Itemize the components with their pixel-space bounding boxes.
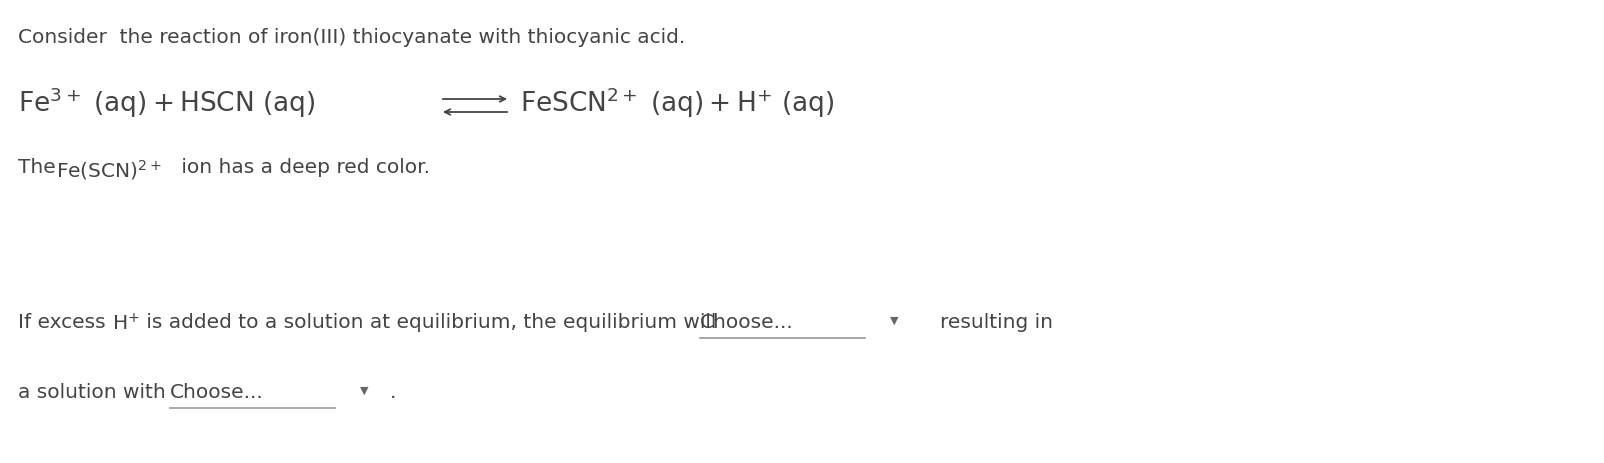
Text: resulting in: resulting in: [940, 313, 1052, 332]
Text: Choose...: Choose...: [699, 313, 794, 332]
Text: a solution with: a solution with: [18, 382, 165, 401]
Text: $\mathregular{Fe(SCN)}^{2+}$: $\mathregular{Fe(SCN)}^{2+}$: [56, 158, 162, 181]
Text: is added to a solution at equilibrium, the equilibrium will: is added to a solution at equilibrium, t…: [140, 313, 717, 332]
Text: If excess: If excess: [18, 313, 112, 332]
Text: $\mathregular{H}^{+}$: $\mathregular{H}^{+}$: [112, 313, 140, 333]
Text: ▼: ▼: [359, 385, 369, 395]
Text: ion has a deep red color.: ion has a deep red color.: [175, 158, 430, 176]
Text: $\mathregular{Fe}^{3+}\ (\mathregular{aq}) + \mathregular{HSCN}\ (\mathregular{a: $\mathregular{Fe}^{3+}\ (\mathregular{aq…: [18, 85, 316, 119]
Text: ▼: ▼: [890, 315, 898, 325]
Text: .: .: [390, 382, 396, 401]
Text: $\mathregular{FeSCN}^{2+}\ (\mathregular{aq}) + \mathregular{H}^{+}\ (\mathregul: $\mathregular{FeSCN}^{2+}\ (\mathregular…: [520, 85, 834, 119]
Text: Consider  the reaction of iron(III) thiocyanate with thiocyanic acid.: Consider the reaction of iron(III) thioc…: [18, 28, 685, 47]
Text: The: The: [18, 158, 63, 176]
Text: Choose...: Choose...: [170, 382, 263, 401]
